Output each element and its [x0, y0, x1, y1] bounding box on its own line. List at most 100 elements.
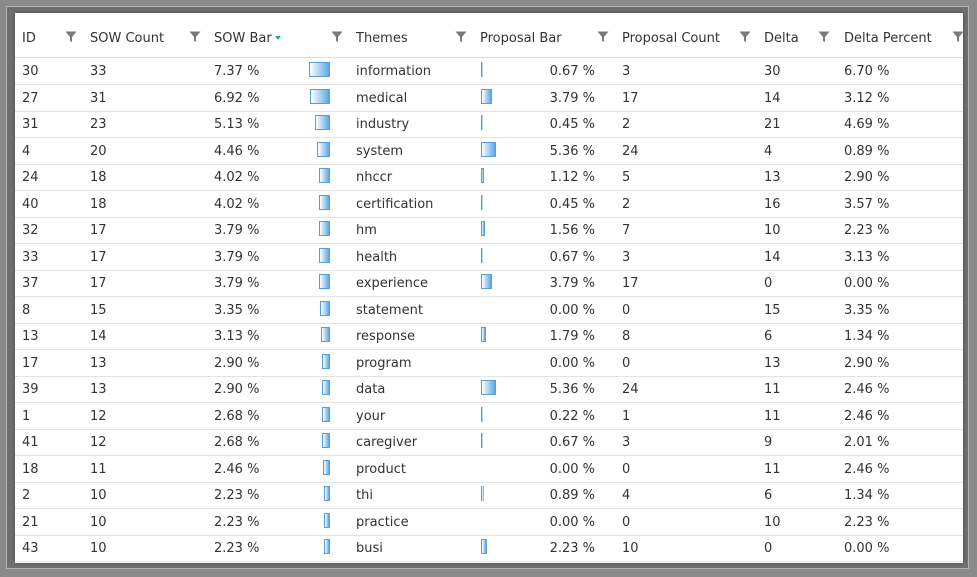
cell-delta-percent: 3.13 % [844, 249, 890, 265]
column-header-id[interactable]: ID [22, 31, 36, 46]
cell-proposal-count: 0 [622, 355, 631, 371]
cell-delta-percent: 1.34 % [844, 329, 890, 344]
table-row[interactable]: 33 17 3.79 % health 0.67 % 3 14 3.13 % [15, 244, 963, 271]
cell-proposal-percent: 0.67 % [549, 64, 595, 79]
filter-icon[interactable] [739, 31, 751, 43]
table-row[interactable]: 17 13 2.90 % program 0.00 % 0 13 2.90 % [15, 350, 963, 377]
table-row[interactable]: 31 23 5.13 % industry 0.45 % 2 21 4.69 % [15, 111, 963, 138]
cell-proposal-percent: 0.45 % [549, 196, 595, 212]
cell-proposal-count: 2 [622, 196, 631, 212]
filter-icon[interactable] [189, 31, 201, 43]
cell-id: 2 [22, 488, 31, 503]
table-row[interactable]: 8 15 3.35 % statement 0.00 % 0 15 3.35 % [15, 297, 963, 324]
cell-theme: health [356, 249, 398, 265]
column-header-sow-bar[interactable]: SOW Bar [214, 31, 272, 46]
table-row[interactable]: 18 11 2.46 % product 0.00 % 0 11 2.46 % [15, 456, 963, 483]
cell-delta-percent: 3.57 % [844, 196, 890, 212]
proposal-bar [481, 168, 485, 183]
cell-delta: 6 [764, 329, 773, 344]
proposal-bar [481, 433, 483, 448]
cell-delta-percent: 2.46 % [844, 408, 890, 424]
sow-bar [315, 115, 330, 130]
sow-bar [323, 512, 330, 528]
cell-sow-count: 10 [90, 514, 107, 530]
cell-proposal-percent: 0.45 % [549, 117, 595, 132]
table-row[interactable]: 4 20 4.46 % system 5.36 % 24 4 0.89 % [15, 138, 963, 165]
cell-sow-count: 23 [90, 117, 107, 132]
cell-sow-count: 14 [90, 329, 107, 344]
cell-sow-percent: 2.46 % [214, 461, 260, 477]
proposal-bar [481, 539, 488, 554]
table-row[interactable]: 13 14 3.13 % response 1.79 % 8 6 1.34 % [15, 323, 963, 350]
cell-sow-count: 20 [90, 143, 107, 159]
column-header-delta-percent[interactable]: Delta Percent [844, 31, 932, 46]
cell-id: 13 [22, 329, 39, 344]
cell-proposal-count: 3 [622, 64, 631, 79]
table-row[interactable]: 37 17 3.79 % experience 3.79 % 17 0 0.00 % [15, 270, 963, 297]
table-row[interactable]: 1 12 2.68 % your 0.22 % 1 11 2.46 % [15, 403, 963, 430]
filter-icon[interactable] [952, 31, 963, 43]
column-header-sow-count[interactable]: SOW Count [90, 31, 165, 46]
sow-bar [320, 300, 330, 316]
cell-proposal-percent: 0.22 % [549, 408, 595, 424]
table-row[interactable]: 39 13 2.90 % data 5.36 % 24 11 2.46 % [15, 376, 963, 403]
cell-id: 31 [22, 117, 39, 132]
filter-icon[interactable] [331, 31, 343, 43]
cell-id: 8 [22, 302, 31, 318]
column-header-proposal-bar[interactable]: Proposal Bar [480, 31, 562, 46]
cell-delta: 0 [764, 541, 773, 556]
cell-sow-count: 12 [90, 408, 107, 424]
cell-theme: experience [356, 276, 429, 291]
cell-sow-count: 10 [90, 541, 107, 556]
proposal-bar [481, 274, 492, 289]
table-row[interactable]: 2 10 2.23 % thi 0.89 % 4 6 1.34 % [15, 482, 963, 509]
cell-id: 17 [22, 355, 39, 371]
sow-bar [310, 88, 330, 104]
cell-sow-percent: 4.46 % [214, 143, 260, 159]
cell-proposal-count: 5 [622, 170, 631, 185]
sow-bar [319, 274, 330, 289]
cell-theme: data [356, 382, 386, 397]
cell-delta-percent: 0.00 % [844, 541, 890, 556]
column-header-delta[interactable]: Delta [764, 31, 799, 46]
table-row[interactable]: 43 10 2.23 % busi 2.23 % 10 0 0.00 % [15, 535, 963, 562]
cell-proposal-percent: 3.79 % [549, 90, 595, 106]
cell-sow-percent: 2.23 % [214, 514, 260, 530]
column-header-themes[interactable]: Themes [356, 31, 408, 46]
filter-icon[interactable] [65, 31, 77, 43]
column-header-proposal-count[interactable]: Proposal Count [622, 31, 720, 46]
table-row[interactable]: 41 12 2.68 % caregiver 0.67 % 3 9 2.01 % [15, 429, 963, 456]
table-row[interactable]: 30 33 7.37 % information 0.67 % 3 30 6.70 % [15, 58, 963, 85]
filter-icon[interactable] [455, 31, 467, 43]
data-grid: ID SOW Count SOW Bar Themes Proposal Bar Prop… [15, 13, 963, 563]
proposal-bar [481, 194, 483, 210]
sow-bar [308, 62, 330, 77]
cell-delta-percent: 4.69 % [844, 117, 890, 132]
cell-sow-count: 13 [90, 382, 107, 397]
cell-proposal-count: 3 [622, 435, 631, 450]
cell-sow-percent: 3.79 % [214, 276, 260, 291]
table-row[interactable]: 40 18 4.02 % certification 0.45 % 2 16 3.57 % [15, 191, 963, 218]
sow-bar [319, 247, 330, 263]
sort-descending-icon[interactable] [275, 36, 281, 40]
table-row[interactable]: 21 10 2.23 % practice 0.00 % 0 10 2.23 % [15, 509, 963, 536]
cell-proposal-percent: 0.00 % [549, 302, 595, 318]
filter-icon[interactable] [597, 31, 609, 43]
proposal-bar [481, 247, 483, 263]
cell-proposal-percent: 2.23 % [549, 541, 595, 556]
cell-delta-percent: 2.01 % [844, 435, 890, 450]
cell-sow-count: 17 [90, 276, 107, 291]
cell-id: 43 [22, 541, 39, 556]
table-row[interactable]: 24 18 4.02 % nhccr 1.12 % 5 13 2.90 % [15, 164, 963, 191]
cell-sow-percent: 6.92 % [214, 90, 260, 106]
cell-theme: thi [356, 488, 373, 503]
table-row[interactable]: 27 31 6.92 % medical 3.79 % 17 14 3.12 % [15, 85, 963, 112]
cell-delta: 10 [764, 514, 781, 530]
table-row[interactable]: 32 17 3.79 % hm 1.56 % 7 10 2.23 % [15, 217, 963, 244]
cell-delta-percent: 2.23 % [844, 514, 890, 530]
filter-icon[interactable] [818, 31, 830, 43]
cell-delta: 0 [764, 276, 773, 291]
cell-sow-percent: 4.02 % [214, 170, 260, 185]
cell-proposal-percent: 3.79 % [549, 276, 595, 291]
proposal-bar [481, 62, 483, 77]
